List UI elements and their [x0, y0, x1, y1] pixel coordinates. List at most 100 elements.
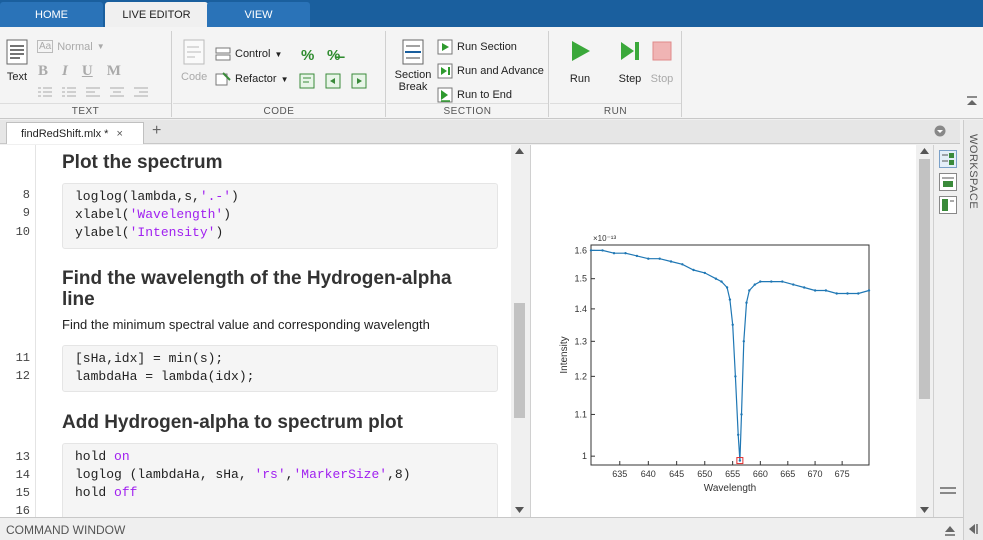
bullet-list-icon[interactable]	[38, 86, 52, 98]
series-point	[624, 252, 627, 255]
step-button-label: Step	[618, 73, 642, 85]
series-point	[720, 280, 723, 283]
control-button[interactable]: Control ▼	[215, 47, 282, 61]
editor-scrollbar[interactable]	[511, 145, 528, 517]
code-button[interactable]: Code	[181, 39, 207, 83]
output-scrollbar[interactable]	[916, 145, 933, 517]
decrease-indent-icon[interactable]	[325, 73, 341, 89]
series-point	[658, 257, 661, 260]
hide-code-icon[interactable]	[939, 196, 957, 214]
document-tab[interactable]: findRedShift.mlx * ×	[6, 122, 144, 144]
text-button[interactable]: Text	[6, 39, 28, 83]
line-number: 13	[15, 450, 30, 464]
comment-button[interactable]: %	[301, 47, 314, 64]
tab-home[interactable]: HOME	[0, 2, 103, 27]
run-and-advance-button[interactable]: Run and Advance	[437, 63, 544, 79]
close-icon[interactable]: ×	[116, 127, 123, 140]
run-button[interactable]: Run	[568, 39, 592, 85]
output-pane[interactable]: 635 640 645 650 655 660 665 670 675 1 1.1 1.2 1.3 1.4…	[530, 145, 933, 517]
series-point	[681, 263, 684, 266]
workspace-panel[interactable]: WORKSPACE	[963, 120, 983, 540]
align-left-icon[interactable]	[86, 86, 100, 98]
list-align-buttons	[38, 86, 148, 98]
text-group-title: TEXT	[0, 103, 171, 117]
wrap-comments-icon[interactable]	[299, 73, 315, 89]
code-line: ylabel('Intensity')	[75, 225, 224, 240]
spectrum-chart[interactable]: 635 640 645 650 655 660 665 670 675 1 1.1 1.2 1.3 1.4…	[531, 145, 934, 517]
section-heading: Find the wavelength of the Hydrogen-alph…	[62, 268, 452, 310]
drag-handle-icon[interactable]	[940, 487, 956, 495]
line-number: 16	[15, 504, 30, 517]
series-point	[803, 286, 806, 289]
scroll-down-icon[interactable]	[920, 507, 929, 513]
run-to-end-label: Run to End	[457, 89, 513, 101]
line-number: 14	[15, 468, 30, 482]
text-group: Text Aa Normal ▼ B I U M TEXT	[0, 31, 172, 117]
bold-button[interactable]: B	[38, 63, 49, 79]
code-block[interactable]: [sHa,idx] = min(s); lambdaHa = lambda(id…	[62, 345, 498, 392]
series-point	[725, 286, 729, 289]
tab-options-icon[interactable]	[934, 125, 946, 137]
document-tab-bar: findRedShift.mlx * × +	[0, 120, 960, 144]
run-to-end-icon	[437, 87, 453, 103]
x-axis-label: Wavelength	[704, 483, 756, 494]
section-break-button[interactable]: Section Break	[393, 39, 433, 93]
control-button-label: Control	[235, 48, 271, 60]
code-line: loglog (lambdaHa, sHa, 'rs','MarkerSize'…	[75, 467, 411, 482]
output-inline-icon[interactable]	[939, 150, 957, 168]
plot-area	[590, 244, 870, 466]
line-number: 12	[15, 369, 30, 383]
add-tab-icon[interactable]: +	[152, 122, 162, 139]
stop-button[interactable]: Stop	[650, 39, 674, 85]
monospace-button[interactable]: M	[106, 63, 121, 79]
style-select[interactable]: Aa Normal ▼	[37, 40, 105, 53]
step-button[interactable]: Step	[618, 39, 642, 85]
run-button-label: Run	[569, 73, 591, 85]
increase-indent-icon[interactable]	[351, 73, 367, 89]
scroll-up-icon[interactable]	[515, 148, 524, 154]
style-icon: Aa	[37, 40, 54, 53]
expand-icon[interactable]	[944, 524, 956, 536]
numbered-list-icon[interactable]	[62, 86, 76, 98]
run-to-end-button[interactable]: Run to End	[437, 87, 512, 103]
tab-live-editor[interactable]: LIVE EDITOR	[105, 2, 208, 27]
output-right-icon[interactable]	[939, 173, 957, 191]
y-exponent-label: ×10⁻¹³	[593, 234, 616, 243]
italic-button[interactable]: I	[62, 63, 68, 79]
command-window-bar[interactable]: COMMAND WINDOW	[0, 517, 963, 540]
series-point	[589, 249, 593, 252]
series-point	[612, 252, 616, 255]
section-break-icon	[402, 39, 424, 65]
collapse-ribbon-icon[interactable]	[966, 95, 978, 107]
section-paragraph: Find the minimum spectral value and corr…	[62, 317, 430, 332]
scroll-up-icon[interactable]	[920, 148, 929, 154]
code-block[interactable]: hold on loglog (lambdaHa, sHa, 'rs','Mar…	[62, 443, 498, 517]
align-center-icon[interactable]	[110, 86, 124, 98]
live-editor-pane[interactable]: 8 9 10 11 12 13 14 15 16 Plot the spectr…	[0, 145, 528, 517]
chevron-down-icon: ▼	[96, 42, 105, 51]
output-scroll-thumb[interactable]	[919, 159, 930, 399]
uncomment-button[interactable]: %̶	[327, 47, 340, 64]
line-number: 8	[22, 188, 30, 202]
series-point	[781, 280, 784, 283]
main-tab-bar: HOME LIVE EDITOR VIEW	[0, 0, 983, 27]
code-block[interactable]: loglog(lambda,s,'.-') xlabel('Wavelength…	[62, 183, 498, 249]
text-button-label: Text	[6, 71, 28, 83]
series-point	[813, 289, 817, 292]
code-icon	[183, 39, 205, 65]
underline-button[interactable]: U	[81, 63, 93, 79]
dock-left-icon[interactable]	[966, 523, 978, 535]
run-section-button[interactable]: Run Section	[437, 39, 517, 55]
series-point	[601, 249, 604, 252]
series-point	[647, 257, 650, 260]
refactor-button[interactable]: Refactor ▼	[215, 71, 289, 87]
editor-scroll-thumb[interactable]	[514, 303, 525, 418]
y-tick-label: 1.4	[574, 304, 587, 314]
scroll-down-icon[interactable]	[515, 507, 524, 513]
y-tick-label: 1.6	[574, 245, 587, 255]
section-break-label-1: Section	[394, 69, 432, 81]
y-axis-label: Intensity	[559, 336, 570, 373]
align-right-icon[interactable]	[134, 86, 148, 98]
tab-view[interactable]: VIEW	[207, 2, 310, 27]
x-tick-label: 675	[835, 469, 850, 479]
